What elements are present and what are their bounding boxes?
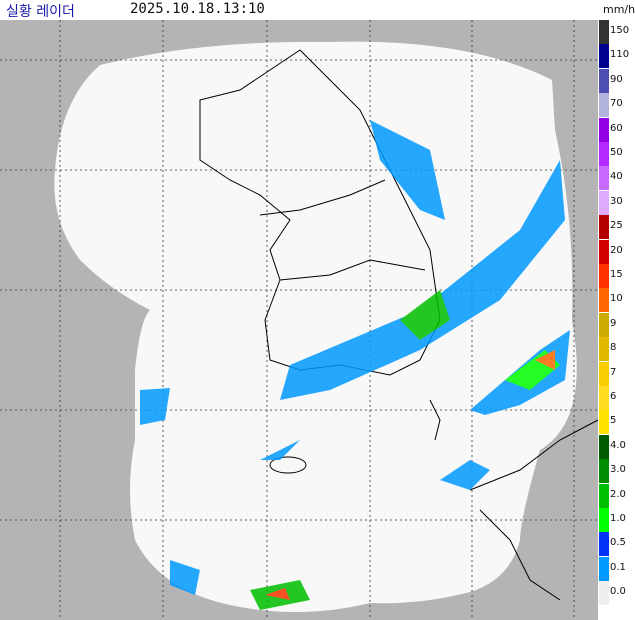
legend-label: 20 bbox=[610, 244, 623, 256]
radar-map bbox=[0, 20, 598, 620]
legend-item: 1.0 bbox=[598, 508, 635, 532]
legend-swatch bbox=[599, 264, 609, 288]
legend-label: 4.0 bbox=[610, 439, 626, 451]
legend-label: 9 bbox=[610, 317, 617, 329]
legend-item: 5 bbox=[598, 410, 635, 435]
legend-label: 70 bbox=[610, 98, 623, 110]
legend: 150 110 90 70 60 50 40 30 25 20 15 10 9 8 7 6 5 4.0 3.0 2.0… bbox=[598, 20, 635, 610]
legend-item: 150 bbox=[598, 20, 635, 44]
legend-label: 110 bbox=[610, 49, 630, 61]
legend-item: 15 bbox=[598, 264, 635, 288]
legend-swatch bbox=[599, 117, 609, 142]
legend-item: 60 bbox=[598, 117, 635, 142]
legend-swatch bbox=[599, 68, 609, 93]
legend-label: 40 bbox=[610, 171, 623, 183]
legend-item: 6 bbox=[598, 386, 635, 410]
legend-swatch bbox=[599, 337, 609, 362]
legend-swatch bbox=[599, 459, 609, 484]
legend-label: 30 bbox=[610, 195, 623, 207]
legend-item: 70 bbox=[598, 93, 635, 118]
legend-item: 0.5 bbox=[598, 532, 635, 557]
legend-label: 50 bbox=[610, 147, 623, 158]
legend-item: 20 bbox=[598, 239, 635, 264]
header: 실황 레이더 2025.10.18.13:10 mm/h bbox=[0, 0, 635, 20]
legend-swatch bbox=[599, 142, 609, 166]
legend-swatch bbox=[599, 239, 609, 264]
legend-label: 2.0 bbox=[610, 488, 626, 500]
legend-label: 3.0 bbox=[610, 464, 626, 476]
legend-label: 0.5 bbox=[610, 537, 626, 549]
legend-swatch bbox=[599, 532, 609, 557]
legend-label: 1.0 bbox=[610, 513, 626, 524]
legend-swatch bbox=[599, 288, 609, 313]
legend-swatch bbox=[599, 556, 609, 581]
legend-item: 2.0 bbox=[598, 483, 635, 508]
legend-label: 90 bbox=[610, 73, 623, 85]
legend-label: 7 bbox=[610, 366, 617, 378]
legend-label: 60 bbox=[610, 122, 623, 134]
legend-label: 25 bbox=[610, 220, 623, 232]
legend-item: 90 bbox=[598, 68, 635, 93]
legend-swatch bbox=[599, 93, 609, 118]
legend-swatch bbox=[599, 581, 609, 606]
legend-swatch bbox=[599, 434, 609, 459]
legend-item: 50 bbox=[598, 142, 635, 166]
legend-label: 15 bbox=[610, 269, 623, 280]
legend-item: 4.0 bbox=[598, 434, 635, 459]
legend-swatch bbox=[599, 190, 609, 215]
legend-item: 0.0 bbox=[598, 581, 635, 606]
legend-label: 10 bbox=[610, 293, 623, 305]
legend-label: 150 bbox=[610, 25, 630, 36]
legend-swatch bbox=[599, 215, 609, 240]
legend-item: 3.0 bbox=[598, 459, 635, 484]
legend-swatch bbox=[599, 508, 609, 532]
unit: mm/h bbox=[603, 3, 635, 16]
legend-item: 0.1 bbox=[598, 556, 635, 581]
legend-label: 0.0 bbox=[610, 586, 626, 598]
legend-swatch bbox=[599, 410, 609, 435]
legend-swatch bbox=[599, 20, 609, 44]
legend-item: 10 bbox=[598, 288, 635, 313]
legend-swatch bbox=[599, 44, 609, 69]
legend-label: 5 bbox=[610, 415, 617, 427]
legend-swatch bbox=[599, 386, 609, 410]
legend-swatch bbox=[599, 312, 609, 337]
legend-label: 0.1 bbox=[610, 561, 626, 573]
legend-label: 6 bbox=[610, 391, 617, 402]
legend-item: 7 bbox=[598, 361, 635, 386]
legend-label: 8 bbox=[610, 342, 617, 354]
title: 실황 레이더 bbox=[6, 4, 75, 20]
legend-swatch bbox=[599, 166, 609, 191]
legend-item: 40 bbox=[598, 166, 635, 191]
timestamp: 2025.10.18.13:10 bbox=[130, 1, 265, 17]
legend-swatch bbox=[599, 483, 609, 508]
legend-item: 30 bbox=[598, 190, 635, 215]
legend-item: 8 bbox=[598, 337, 635, 362]
legend-item: 9 bbox=[598, 312, 635, 337]
legend-swatch bbox=[599, 361, 609, 386]
legend-item: 25 bbox=[598, 215, 635, 240]
legend-item: 110 bbox=[598, 44, 635, 69]
